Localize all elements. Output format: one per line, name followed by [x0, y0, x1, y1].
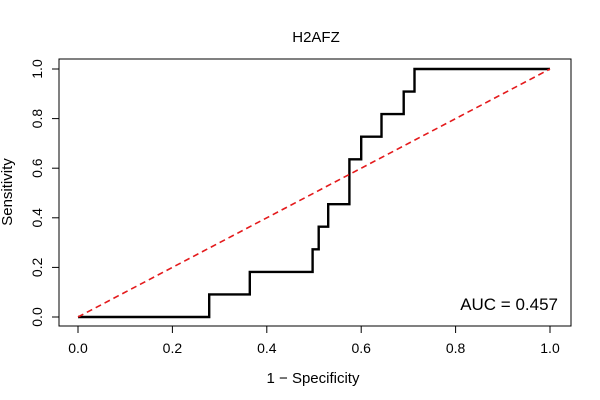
x-tick-label: 1.0 — [540, 340, 560, 356]
y-tick-label: 0.6 — [29, 158, 45, 178]
x-tick-label: 0.8 — [446, 340, 466, 356]
x-tick-label: 0.2 — [163, 340, 183, 356]
reference-diagonal-line — [77, 68, 551, 318]
x-tick-label: 0.0 — [68, 340, 88, 356]
x-tick-label: 0.4 — [257, 340, 277, 356]
y-axis: 0.0 0.2 0.4 0.6 0.8 1.0 — [29, 59, 60, 327]
y-tick-label: 0.8 — [29, 109, 45, 129]
x-axis-label: 1 − Specificity — [267, 370, 360, 387]
y-tick-label: 1.0 — [29, 59, 45, 79]
series-layer — [77, 67, 551, 319]
auc-annotation: AUC = 0.457 — [460, 295, 558, 314]
y-axis-label: Sensitivity — [0, 158, 16, 226]
x-tick-label: 0.6 — [351, 340, 371, 356]
y-tick-label: 0.2 — [29, 257, 45, 277]
roc-curve — [78, 67, 550, 319]
y-tick-label: 0.0 — [29, 307, 45, 327]
x-axis: 0.0 0.2 0.4 0.6 0.8 1.0 — [68, 325, 560, 356]
y-tick-label: 0.4 — [29, 208, 45, 228]
chart-title: H2AFZ — [292, 29, 340, 46]
